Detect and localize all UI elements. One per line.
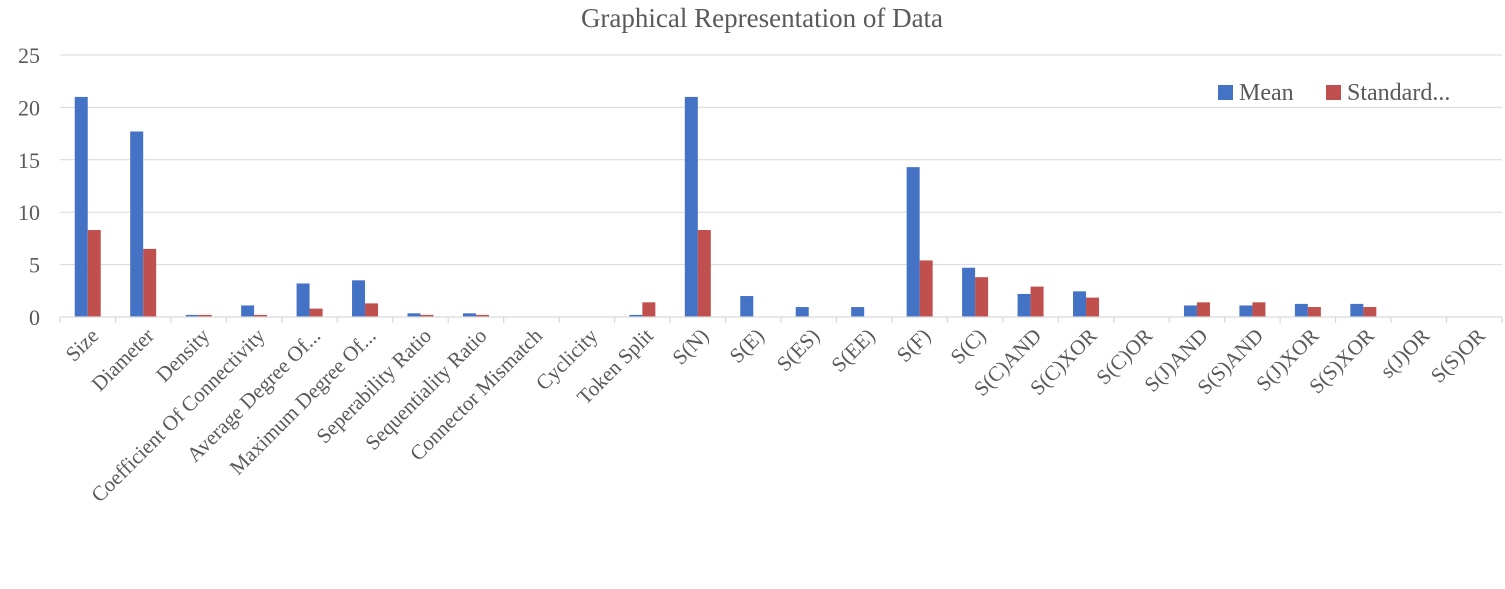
bar-standard-3: [254, 314, 268, 317]
bar-standard-16: [975, 277, 989, 317]
axes: [59, 316, 1503, 323]
bar-standard-18: [1086, 297, 1100, 317]
y-tick-label: 15: [18, 148, 40, 173]
x-tick-label: S(F): [892, 324, 935, 367]
y-tick-label: 0: [29, 305, 40, 330]
bar-mean-20: [1183, 305, 1197, 317]
bar-mean-11: [684, 96, 698, 317]
bar-mean-1: [130, 131, 144, 317]
bar-mean-12: [740, 296, 754, 317]
bar-mean-0: [74, 96, 88, 317]
bar-standard-5: [365, 303, 379, 317]
bar-mean-14: [851, 307, 865, 317]
bar-mean-23: [1350, 303, 1364, 317]
bar-standard-4: [309, 308, 323, 317]
bar-standard-0: [87, 230, 101, 317]
bar-mean-16: [962, 267, 976, 317]
x-tick-label: Size: [61, 324, 104, 367]
bar-mean-4: [296, 283, 310, 317]
bar-standard-20: [1196, 302, 1210, 317]
chart-title: Graphical Representation of Data: [581, 3, 943, 33]
bar-mean-17: [1017, 293, 1031, 317]
x-tick-label: S(N): [667, 324, 713, 370]
legend-label-1: Standard...: [1347, 80, 1450, 106]
y-tick-label: 10: [18, 200, 40, 225]
bar-standard-2: [198, 314, 212, 317]
x-tick-label: S(EE): [826, 324, 879, 377]
legend-swatch-0: [1218, 85, 1233, 100]
bar-standard-7: [475, 314, 489, 317]
y-tick-label: 25: [18, 43, 40, 68]
legend-swatch-1: [1326, 85, 1341, 100]
bar-mean-22: [1294, 303, 1308, 317]
bar-standard-10: [642, 302, 656, 317]
x-tick-label: S(C): [946, 324, 991, 369]
grid-lines: [60, 54, 1502, 266]
bar-mean-3: [241, 305, 255, 317]
bar-mean-10: [629, 314, 643, 317]
x-tick-label: s(J)OR: [1375, 324, 1434, 383]
bar-standard-1: [143, 248, 157, 317]
legend-label-0: Mean: [1239, 80, 1294, 106]
bar-standard-15: [919, 260, 933, 317]
y-tick-labels: 0 5 10 15 20 25: [18, 43, 40, 330]
legend: Mean Standard...: [1218, 80, 1450, 106]
bar-mean-5: [352, 280, 366, 317]
bars: [74, 96, 1377, 317]
bar-standard-22: [1307, 307, 1321, 317]
bar-mean-13: [795, 307, 809, 317]
x-tick-label: S(ES): [772, 324, 824, 376]
bar-standard-17: [1030, 286, 1044, 317]
bar-mean-6: [407, 313, 421, 317]
bar-standard-23: [1363, 307, 1377, 317]
bar-mean-18: [1073, 291, 1087, 317]
bar-standard-11: [697, 230, 711, 317]
bar-mean-7: [462, 313, 476, 317]
y-tick-label: 20: [18, 95, 40, 120]
y-tick-label: 5: [29, 253, 40, 278]
x-tick-label: Diameter: [87, 324, 159, 396]
x-tick-label: S(S)OR: [1426, 324, 1490, 388]
bar-standard-21: [1252, 302, 1266, 317]
bar-mean-21: [1239, 305, 1253, 317]
x-tick-label: S(E): [725, 324, 769, 368]
bar-standard-6: [420, 314, 434, 317]
bar-mean-15: [906, 167, 920, 317]
bar-mean-2: [185, 314, 199, 317]
